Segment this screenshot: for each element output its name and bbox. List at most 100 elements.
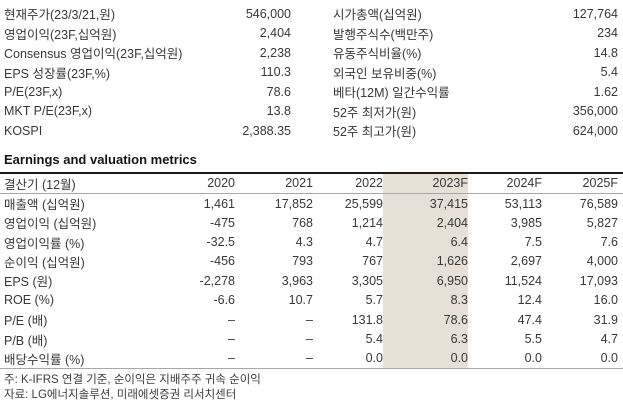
cell-value: 0.0: [468, 348, 542, 369]
row-label: 영업이익 (십억원): [4, 217, 97, 232]
stock-summary-right-column: 시가총액(십억원) 127,764 발행주식수(백만주) 234 유동주식비율(%) 14…: [333, 4, 618, 141]
cell-value: 4.7: [600, 332, 618, 347]
summary-row: 52주 최고가(원) 624,000: [333, 121, 618, 141]
summary-label: 영업이익(23F,십억원): [4, 27, 117, 42]
cell-value: 4.3: [295, 235, 313, 250]
table-column-header: 2023F: [383, 173, 468, 194]
table-column-header: 2024F: [468, 173, 542, 194]
cell-value: 6.4: [383, 232, 468, 252]
table-row: EPS (원) -2,278 3,963 3,305 6,950 11,524 17,093: [0, 271, 623, 291]
cell-value: 3,963: [281, 273, 313, 288]
cell-value: 0.0: [383, 348, 468, 369]
table-column-header: 결산기 (12월): [0, 173, 155, 194]
cell-value: –: [306, 332, 313, 347]
summary-label: 베타(12M) 일간수익률: [333, 86, 450, 101]
summary-value: 13.8: [266, 104, 291, 119]
cell-value: 131.8: [351, 312, 383, 327]
summary-value: 1.62: [593, 84, 618, 99]
table-column-header: 2021: [235, 173, 313, 194]
cell-value: 12.4: [517, 293, 542, 308]
row-label: EPS (원): [4, 275, 53, 290]
summary-label: 외국인 보유비중(%): [333, 66, 437, 81]
summary-label: 현재주가(23/3/21,원): [4, 8, 116, 23]
table-column-header: 2025F: [542, 173, 623, 194]
summary-row: Consensus 영업이익(23F,십억원) 2,238: [4, 43, 291, 63]
cell-value: -475: [209, 215, 235, 230]
summary-label: Consensus 영업이익(23F,십억원): [4, 47, 183, 62]
cell-value: –: [235, 348, 313, 369]
summary-label: KOSPI: [4, 123, 43, 138]
summary-row: 발행주식수(백만주) 234: [333, 24, 618, 44]
summary-label: 시가총액(십억원): [333, 8, 422, 23]
cell-value: 7.6: [600, 235, 618, 250]
summary-value: 356,000: [572, 104, 618, 119]
cell-value: 3,985: [510, 215, 542, 230]
cell-value: 3,305: [351, 273, 383, 288]
table-row: P/B (배) – – 5.4 6.3 5.5 4.7: [0, 329, 623, 349]
summary-value: 5.4: [600, 65, 618, 80]
footnote: 주: K-IFRS 연결 기준, 순이익은 지배주주 귀속 순이익: [4, 373, 261, 386]
table-column-header: 2022: [313, 173, 383, 194]
cell-value: 37,415: [383, 193, 468, 213]
cell-value: 6,950: [383, 271, 468, 291]
table-row: 순이익 (십억원) -456 793 767 1,626 2,697 4,000: [0, 251, 623, 272]
cell-value: –: [228, 332, 235, 347]
cell-value: 10.7: [288, 293, 313, 308]
stock-summary-section: 현재주가(23/3/21,원) 546,000 영업이익(23F,십억원) 2,404…: [0, 0, 623, 141]
cell-value: 76,589: [579, 196, 618, 211]
cell-value: -2,278: [199, 273, 235, 288]
cell-value: -6.6: [213, 293, 235, 308]
cell-value: 768: [292, 215, 313, 230]
cell-value: –: [155, 348, 235, 369]
summary-label: 발행주식수(백만주): [333, 27, 434, 42]
summary-value: 2,238: [259, 45, 291, 60]
cell-value: 2,404: [383, 213, 468, 233]
table-row: ROE (%) -6.6 10.7 5.7 8.3 12.4 16.0: [0, 290, 623, 310]
summary-row: 베타(12M) 일간수익률 1.62: [333, 82, 618, 102]
row-label: P/B (배): [4, 333, 48, 348]
cell-value: 5.5: [524, 332, 542, 347]
table-row: P/E (배) – – 131.8 78.6 47.4 31.9: [0, 309, 623, 330]
cell-value: 4.7: [365, 235, 383, 250]
row-label: 매출액 (십억원): [4, 198, 85, 212]
summary-label: 유동주식비율(%): [333, 47, 422, 62]
cell-value: 16.0: [593, 293, 618, 308]
summary-value: 2,404: [259, 26, 291, 41]
cell-value: 47.4: [517, 312, 542, 327]
cell-value: 6.3: [383, 329, 468, 349]
row-label: P/E (배): [4, 314, 48, 329]
cell-value: 5,827: [586, 215, 618, 230]
row-label: 순이익 (십억원): [4, 255, 85, 270]
cell-value: 25,599: [344, 196, 383, 211]
cell-value: -32.5: [206, 235, 236, 250]
summary-label: 52주 최저가(원): [333, 105, 417, 120]
table-column-header: 2020: [155, 173, 235, 194]
cell-value: 1,214: [351, 215, 383, 230]
cell-value: –: [228, 312, 235, 327]
table-body: 매출액 (십억원) 1,461 17,852 25,599 37,415 53,113 76…: [0, 193, 623, 369]
summary-row: 52주 최저가(원) 356,000: [333, 102, 618, 122]
summary-label: P/E(23F,x): [4, 84, 63, 99]
cell-value: 78.6: [383, 309, 468, 330]
summary-row: P/E(23F,x) 78.6: [4, 82, 291, 102]
row-label: ROE (%): [4, 293, 54, 308]
summary-label: 52주 최고가(원): [333, 125, 417, 140]
cell-value: 7.5: [524, 235, 542, 250]
table-row: 영업이익 (십억원) -475 768 1,214 2,404 3,985 5,827: [0, 213, 623, 233]
row-label: 배당수익률 (%): [0, 348, 155, 369]
cell-value: 17,852: [274, 196, 313, 211]
summary-label: MKT P/E(23F,x): [4, 104, 92, 119]
footnote: 자료: LG에너지솔루션, 미래에셋증권 리서치센터: [4, 389, 237, 402]
cell-value: 11,524: [504, 273, 542, 288]
cell-value: 1,461: [203, 196, 235, 211]
earnings-table-title: Earnings and valuation metrics: [0, 152, 623, 174]
summary-row: EPS 성장률(23F,%) 110.3: [4, 63, 291, 83]
summary-label: EPS 성장률(23F,%): [4, 66, 111, 81]
summary-value: 546,000: [245, 6, 291, 21]
summary-row: 유동주식비율(%) 14.8: [333, 43, 618, 63]
summary-row: 외국인 보유비중(%) 5.4: [333, 63, 618, 83]
summary-value: 2,388.35: [242, 123, 291, 138]
cell-value: -456: [209, 254, 235, 269]
summary-value: 14.8: [593, 45, 618, 60]
